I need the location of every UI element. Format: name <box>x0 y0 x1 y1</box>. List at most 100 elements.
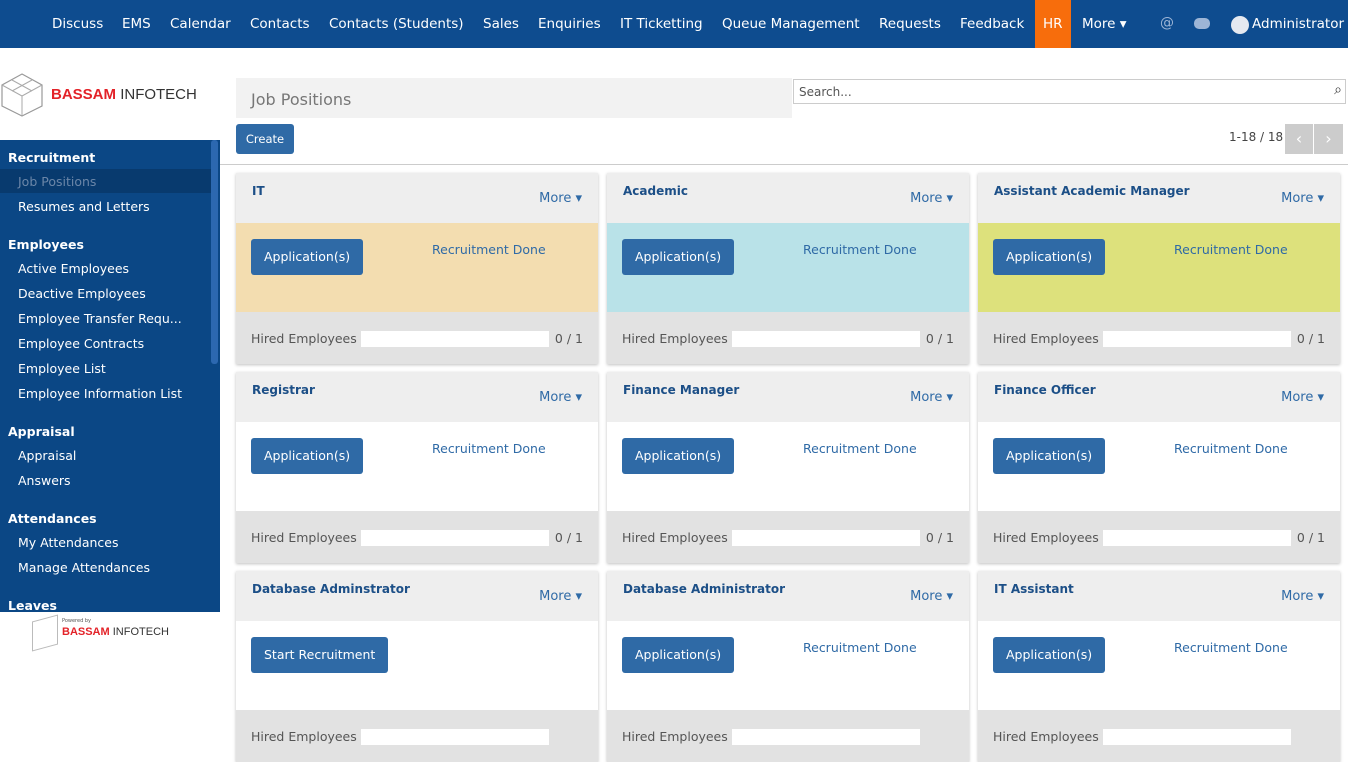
progress-bar <box>1103 331 1291 347</box>
menu-item[interactable]: Job Positions <box>18 174 97 189</box>
more-link[interactable]: More ▾ <box>910 390 953 405</box>
action-button[interactable]: Application(s) <box>251 239 364 275</box>
card-header: Registrar More ▾ <box>236 372 598 422</box>
user-menu[interactable]: Administrator <box>1252 16 1345 32</box>
menu-item[interactable]: Answers <box>18 473 71 488</box>
status-link[interactable]: Recruitment Done <box>803 242 917 257</box>
nav-item[interactable]: Sales <box>483 16 519 32</box>
card-body: Application(s) Recruitment Done <box>607 422 969 511</box>
top-nav: @ Administrator Discuss EMS Calendar Contac… <box>0 0 1348 48</box>
menu-item[interactable]: Manage Attendances <box>18 560 150 575</box>
progress-bar <box>732 331 920 347</box>
status-link[interactable]: Recruitment Done <box>432 441 546 456</box>
menu-item[interactable]: Deactive Employees <box>18 286 146 301</box>
card-body: Application(s) Recruitment Done <box>978 223 1340 312</box>
hired-label: Hired Employees <box>251 530 357 545</box>
menu-item[interactable]: Employee List <box>18 361 106 376</box>
nav-item[interactable]: More ▾ <box>1082 16 1127 32</box>
more-link[interactable]: More ▾ <box>1281 390 1324 405</box>
nav-item[interactable]: Enquiries <box>538 16 601 32</box>
create-button[interactable]: Create <box>236 124 294 154</box>
footer-brand: BASSAM <box>62 626 110 638</box>
hired-label: Hired Employees <box>622 530 728 545</box>
status-link[interactable]: Recruitment Done <box>1174 441 1288 456</box>
card-body: Application(s) Recruitment Done <box>607 621 969 710</box>
menu-item[interactable]: Active Employees <box>18 261 130 276</box>
card-header: Finance Manager More ▾ <box>607 372 969 422</box>
more-link[interactable]: More ▾ <box>910 191 953 206</box>
action-button[interactable]: Application(s) <box>622 637 735 673</box>
progress-bar <box>732 729 920 745</box>
more-link[interactable]: More ▾ <box>1281 191 1324 206</box>
status-link[interactable]: Recruitment Done <box>1174 640 1288 655</box>
next-button[interactable]: › <box>1314 124 1343 154</box>
menu-item[interactable]: Employee Contracts <box>18 336 145 351</box>
card-header: Database Adminstrator More ▾ <box>236 571 598 621</box>
job-card: Finance Officer More ▾ Application(s) Recru… <box>978 372 1340 563</box>
search-icon[interactable]: ⌕ <box>1334 82 1342 98</box>
active-bg <box>0 169 211 193</box>
card-body: Application(s) Recruitment Done <box>236 223 598 312</box>
menu-item[interactable]: Appraisal <box>18 448 77 463</box>
more-link[interactable]: More ▾ <box>539 589 582 604</box>
progress-bar <box>361 729 549 745</box>
logo-brand: BASSAM <box>51 86 117 103</box>
nav-item[interactable]: Queue Management <box>722 16 860 32</box>
action-button[interactable]: Application(s) <box>993 637 1106 673</box>
action-button[interactable]: Application(s) <box>993 438 1106 474</box>
footer-logo: BASSAM INFOTECH <box>62 626 169 638</box>
status-link[interactable]: Recruitment Done <box>1174 242 1288 257</box>
divider <box>220 164 1348 165</box>
job-card: IT More ▾ Application(s) Recruitment Done Hi… <box>236 173 598 364</box>
more-link[interactable]: More ▾ <box>910 589 953 604</box>
prev-button[interactable]: ‹ <box>1285 124 1313 154</box>
action-button[interactable]: Application(s) <box>251 438 364 474</box>
more-link[interactable]: More ▾ <box>539 390 582 405</box>
more-link[interactable]: More ▾ <box>1281 589 1324 604</box>
logo-svg <box>1 73 43 117</box>
card-title: Assistant Academic Manager <box>994 184 1190 198</box>
hired-label: Hired Employees <box>622 729 728 744</box>
card-title: Finance Officer <box>994 383 1096 397</box>
status-link[interactable]: Recruitment Done <box>432 242 546 257</box>
progress-bar <box>1103 530 1291 546</box>
action-button[interactable]: Application(s) <box>622 438 735 474</box>
card-header: Assistant Academic Manager More ▾ <box>978 173 1340 223</box>
nav-item[interactable]: EMS <box>122 16 151 32</box>
card-title: Finance Manager <box>623 383 740 397</box>
action-button[interactable]: Start Recruitment <box>251 637 389 673</box>
avatar[interactable] <box>1231 16 1249 34</box>
nav-item[interactable]: Discuss <box>52 16 104 32</box>
card-header: IT More ▾ <box>236 173 598 223</box>
status-link[interactable]: Recruitment Done <box>803 640 917 655</box>
at-icon[interactable]: @ <box>1160 15 1174 31</box>
menu-item[interactable]: My Attendances <box>18 535 119 550</box>
nav-item[interactable]: IT Ticketting <box>620 16 703 32</box>
action-button[interactable]: Application(s) <box>993 239 1106 275</box>
nav-item[interactable]: HR <box>1035 0 1071 48</box>
card-header: Academic More ▾ <box>607 173 969 223</box>
hired-label: Hired Employees <box>993 530 1099 545</box>
nav-item[interactable]: Feedback <box>960 16 1025 32</box>
nav-item[interactable]: Requests <box>879 16 941 32</box>
menu-item[interactable]: Resumes and Letters <box>18 199 150 214</box>
logo-icon <box>0 72 45 117</box>
search[interactable]: Search... ⌕ <box>793 79 1346 104</box>
menu-item[interactable]: Employee Information List <box>18 386 183 401</box>
job-card: Database Adminstrator More ▾ Start Recruit… <box>236 571 598 762</box>
nav-item[interactable]: Calendar <box>170 16 231 32</box>
more-link[interactable]: More ▾ <box>539 191 582 206</box>
status-link[interactable]: Recruitment Done <box>803 441 917 456</box>
nav-item[interactable]: Contacts (Students) <box>329 16 464 32</box>
hired-label: Hired Employees <box>251 729 357 744</box>
card-body: Start Recruitment <box>236 621 598 710</box>
section-title: Attendances <box>8 511 97 526</box>
chat-icon[interactable] <box>1194 18 1210 29</box>
section-title: Leaves <box>8 598 57 613</box>
nav-item[interactable]: Contacts <box>250 16 310 32</box>
hired-value: 0 / 1 <box>925 331 954 346</box>
action-button[interactable]: Application(s) <box>622 239 735 275</box>
progress-bar <box>732 530 920 546</box>
main: Job Positions Search... ⌕ Create 1-18 / 1… <box>220 48 1348 762</box>
menu-item[interactable]: Employee Transfer Requ... <box>18 311 182 326</box>
